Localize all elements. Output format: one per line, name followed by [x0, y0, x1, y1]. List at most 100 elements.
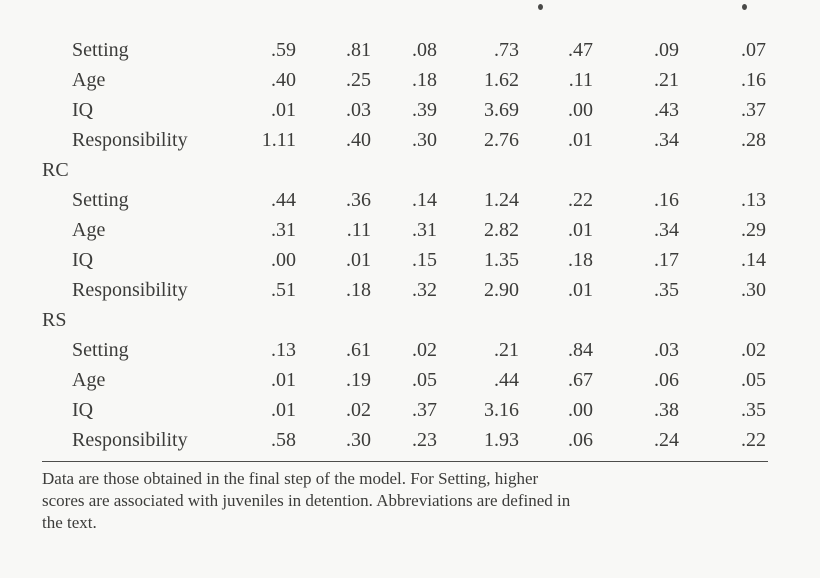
- value-cell: .34: [654, 219, 679, 241]
- value-cell: .25: [346, 69, 371, 91]
- value-cell: .40: [271, 69, 296, 91]
- value-cell: 1.24: [484, 189, 519, 211]
- value-cell: .31: [271, 219, 296, 241]
- footnote-line: scores are associated with juveniles in …: [42, 491, 571, 510]
- value-cell: .03: [346, 99, 371, 121]
- row-label: Setting: [72, 39, 129, 61]
- value-cell: 2.82: [484, 219, 519, 241]
- value-cell: .34: [654, 129, 679, 151]
- value-cell: .23: [412, 429, 437, 451]
- value-cell: .44: [271, 189, 296, 211]
- row-label: Responsibility: [72, 429, 188, 451]
- table-row: Setting .13 .61 .02 .21 .84 .03 .02: [0, 335, 820, 365]
- group-header-rc: RC: [42, 159, 69, 181]
- value-cell: .30: [346, 429, 371, 451]
- row-label: Setting: [72, 189, 129, 211]
- value-cell: 1.11: [261, 129, 296, 151]
- value-cell: .09: [654, 39, 679, 61]
- value-cell: 1.93: [484, 429, 519, 451]
- value-cell: .02: [346, 399, 371, 421]
- value-cell: .03: [654, 339, 679, 361]
- value-cell: .38: [654, 399, 679, 421]
- value-cell: .08: [412, 39, 437, 61]
- value-cell: .21: [654, 69, 679, 91]
- table-row: Age .31 .11 .31 2.82 .01 .34 .29: [0, 215, 820, 245]
- value-cell: .73: [494, 39, 519, 61]
- stats-table: Setting .59 .81 .08 .73 .47 .09 .07 Age .40 .25 .18…: [0, 35, 820, 455]
- row-label: Age: [72, 69, 106, 91]
- value-cell: .02: [741, 339, 766, 361]
- row-label: IQ: [72, 399, 94, 421]
- value-cell: .28: [741, 129, 766, 151]
- value-cell: .58: [271, 429, 296, 451]
- value-cell: .14: [741, 249, 766, 271]
- row-label: Age: [72, 219, 106, 241]
- value-cell: .13: [271, 339, 296, 361]
- value-cell: .01: [568, 219, 593, 241]
- value-cell: .18: [568, 249, 593, 271]
- group-header-rs: RS: [42, 309, 67, 331]
- table-bottom-rule: [42, 461, 768, 462]
- value-cell: .44: [494, 369, 519, 391]
- value-cell: .01: [346, 249, 371, 271]
- table-footnote: Data are those obtained in the final ste…: [42, 468, 742, 534]
- clipped-text-fragment: [538, 4, 543, 10]
- value-cell: .19: [346, 369, 371, 391]
- value-cell: .15: [412, 249, 437, 271]
- value-cell: .43: [654, 99, 679, 121]
- value-cell: .01: [271, 399, 296, 421]
- value-cell: 2.90: [484, 279, 519, 301]
- value-cell: .01: [568, 129, 593, 151]
- value-cell: .37: [741, 99, 766, 121]
- row-label: Responsibility: [72, 279, 188, 301]
- value-cell: .84: [568, 339, 593, 361]
- value-cell: .37: [412, 399, 437, 421]
- value-cell: .06: [568, 429, 593, 451]
- row-label: Responsibility: [72, 129, 188, 151]
- value-cell: .81: [346, 39, 371, 61]
- value-cell: 3.16: [484, 399, 519, 421]
- value-cell: .01: [271, 99, 296, 121]
- footnote-line: Data are those obtained in the final ste…: [42, 469, 539, 488]
- table-row: IQ .01 .03 .39 3.69 .00 .43 .37: [0, 95, 820, 125]
- table-row: IQ .00 .01 .15 1.35 .18 .17 .14: [0, 245, 820, 275]
- value-cell: .01: [271, 369, 296, 391]
- value-cell: .06: [654, 369, 679, 391]
- row-label: Age: [72, 369, 106, 391]
- value-cell: .36: [346, 189, 371, 211]
- value-cell: .47: [568, 39, 593, 61]
- value-cell: .11: [568, 69, 593, 91]
- value-cell: .67: [568, 369, 593, 391]
- value-cell: .24: [654, 429, 679, 451]
- value-cell: .51: [271, 279, 296, 301]
- value-cell: .40: [346, 129, 371, 151]
- value-cell: .05: [412, 369, 437, 391]
- table-row: Responsibility .58 .30 .23 1.93 .06 .24 .22: [0, 425, 820, 455]
- value-cell: .30: [741, 279, 766, 301]
- value-cell: .22: [741, 429, 766, 451]
- value-cell: .32: [412, 279, 437, 301]
- value-cell: .16: [741, 69, 766, 91]
- value-cell: .14: [412, 189, 437, 211]
- value-cell: .35: [741, 399, 766, 421]
- value-cell: .16: [654, 189, 679, 211]
- row-label: IQ: [72, 249, 94, 271]
- value-cell: 1.62: [484, 69, 519, 91]
- value-cell: .11: [346, 219, 371, 241]
- value-cell: .61: [346, 339, 371, 361]
- footnote-line: the text.: [42, 513, 97, 532]
- value-cell: .35: [654, 279, 679, 301]
- table-row: IQ .01 .02 .37 3.16 .00 .38 .35: [0, 395, 820, 425]
- clipped-text-fragment: [742, 4, 747, 10]
- value-cell: .13: [741, 189, 766, 211]
- value-cell: .17: [654, 249, 679, 271]
- value-cell: .00: [568, 399, 593, 421]
- value-cell: 1.35: [484, 249, 519, 271]
- value-cell: .59: [271, 39, 296, 61]
- value-cell: 3.69: [484, 99, 519, 121]
- table-row: Setting .59 .81 .08 .73 .47 .09 .07: [0, 35, 820, 65]
- value-cell: .05: [741, 369, 766, 391]
- table-row: Age .40 .25 .18 1.62 .11 .21 .16: [0, 65, 820, 95]
- value-cell: .39: [412, 99, 437, 121]
